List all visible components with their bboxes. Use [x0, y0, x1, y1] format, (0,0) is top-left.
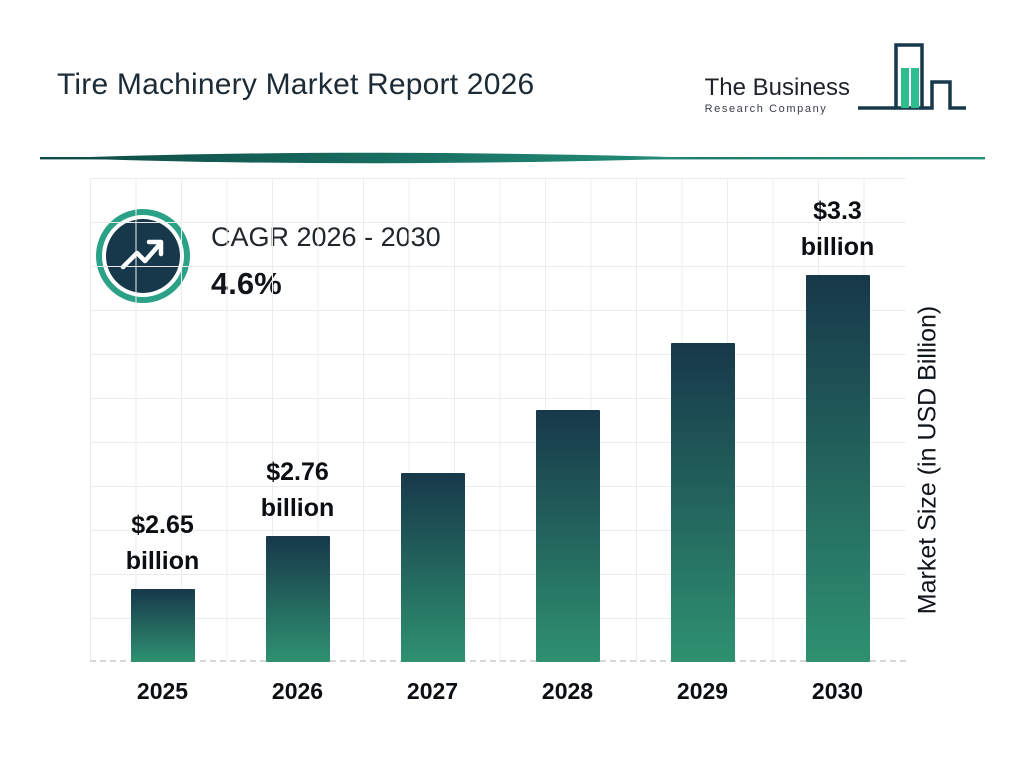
bar-column-2030: $3.3 billion — [770, 178, 905, 662]
bar-chart-logo-icon — [858, 43, 966, 110]
x-axis-labels: 2025 2026 2027 2028 2029 2030 — [95, 678, 905, 705]
bar-2028 — [535, 410, 600, 662]
bar-2030 — [805, 275, 870, 662]
logo-name: The Business — [704, 73, 850, 101]
page-title: Tire Machinery Market Report 2026 — [57, 68, 535, 101]
bar-2027 — [400, 473, 465, 662]
logo-text: The Business Research Company — [705, 74, 850, 115]
bar-column-2029 — [635, 178, 770, 662]
bar-2026 — [265, 536, 330, 662]
bar-column-2026: $2.76 billion — [230, 178, 365, 662]
bar-column-2025: $2.65 billion — [95, 178, 230, 662]
value-label-2030: $3.3 billion — [800, 196, 875, 261]
company-logo: The Business Research Company — [705, 42, 968, 124]
chart-gridlines — [90, 178, 906, 662]
bar-chart: $2.65 billion $2.76 billion $3.3 billion — [95, 178, 905, 662]
x-label-2029: 2029 — [676, 678, 729, 704]
value-label-2026: $2.76 billion — [260, 457, 335, 522]
x-label-2030: 2030 — [811, 678, 864, 704]
logo-subname: Research Company — [704, 102, 828, 115]
bar-2029 — [670, 343, 735, 662]
bar-column-2027 — [365, 178, 500, 662]
x-label-2028: 2028 — [541, 678, 594, 704]
bar-2025 — [130, 589, 195, 662]
x-label-2027: 2027 — [406, 678, 459, 704]
y-axis-title: Market Size (in USD Billion) — [913, 305, 942, 615]
bar-column-2028 — [500, 178, 635, 662]
x-label-2026: 2026 — [271, 678, 324, 704]
x-label-2025: 2025 — [136, 678, 189, 704]
divider-line — [40, 152, 985, 164]
value-label-2025: $2.65 billion — [125, 510, 200, 575]
